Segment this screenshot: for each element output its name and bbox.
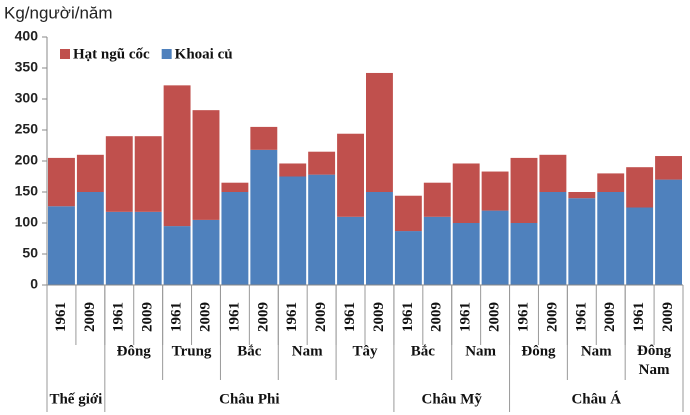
bar-segment	[539, 192, 567, 285]
bar-segment	[76, 154, 104, 192]
x-tick-label: 2009	[371, 302, 387, 332]
bar-segment	[452, 163, 480, 223]
bar-segment	[308, 174, 336, 285]
legend-swatch	[161, 49, 172, 59]
y-axis-label: Kg/người/năm	[4, 3, 113, 22]
subgroup-label: Đông	[117, 343, 152, 359]
bar-segment	[192, 219, 220, 285]
bar-segment	[366, 192, 393, 285]
bar-segment	[568, 198, 596, 285]
subgroup-label: Đông Nam	[637, 343, 672, 378]
subgroup-label: Đông	[521, 343, 556, 359]
bar-segment	[279, 163, 307, 177]
bar-segment	[279, 176, 307, 285]
bar-segment	[423, 216, 451, 285]
group-label: Châu Á	[571, 390, 621, 407]
bar-segment	[134, 211, 162, 285]
subgroup-label: Nam	[465, 343, 496, 359]
x-tick-label: 1961	[400, 302, 416, 332]
bar-segment	[510, 157, 538, 223]
bar-segment	[481, 171, 509, 211]
bar-segment	[597, 192, 625, 285]
bar-segment	[626, 167, 654, 208]
bar-segment	[105, 136, 133, 212]
bar-segment	[423, 182, 451, 217]
group-label: Châu Mỹ	[422, 391, 483, 407]
bar-segment	[510, 223, 538, 285]
bar-segment	[394, 195, 422, 232]
bar-segment	[366, 72, 393, 192]
bar-segment	[134, 136, 162, 212]
x-tick-label: 1961	[284, 302, 300, 332]
x-tick-label: 2009	[313, 302, 329, 332]
bar-segment	[308, 151, 336, 175]
x-tick-label: 1961	[169, 302, 185, 332]
y-tick-label: 350	[15, 59, 39, 75]
bar-segment	[597, 173, 625, 192]
bar-segment	[48, 157, 75, 207]
y-tick-label: 150	[15, 183, 39, 199]
x-tick-label: 1961	[111, 302, 127, 332]
bar-segment	[105, 211, 133, 285]
bar-segment	[221, 182, 249, 192]
bar-segment	[394, 231, 422, 285]
bar-segment	[221, 192, 249, 285]
x-tick-label: 2009	[82, 302, 98, 332]
legend-swatch	[60, 49, 70, 59]
bar-segment	[250, 149, 278, 285]
bar-segment	[48, 206, 75, 285]
y-tick-label: 100	[15, 214, 39, 230]
group-label: Châu Phi	[219, 391, 279, 407]
y-tick-label: 300	[15, 90, 39, 106]
x-tick-label: 1961	[53, 302, 69, 332]
x-tick-label: 1961	[573, 302, 589, 332]
x-tick-label: 1961	[226, 302, 242, 332]
y-tick-label: 400	[15, 28, 39, 44]
bar-segment	[250, 126, 278, 150]
x-tick-label: 1961	[342, 302, 358, 332]
bar-segment	[539, 154, 567, 192]
bar-segment	[163, 85, 191, 227]
x-tick-label: 2009	[544, 302, 560, 332]
x-tick-label: 2009	[487, 302, 503, 332]
bar-segment	[626, 207, 654, 285]
bar-segment	[452, 223, 480, 285]
x-tick-label: 2009	[602, 302, 618, 332]
legend-label: Hạt ngũ cốc	[73, 46, 150, 62]
bar-segment	[337, 216, 364, 285]
y-tick-label: 250	[15, 121, 39, 137]
legend-label: Khoai củ	[175, 46, 233, 62]
x-tick-label: 2009	[660, 302, 676, 332]
subgroup-label: Nam	[292, 343, 323, 359]
bar-segment	[568, 192, 596, 199]
bar-segment	[655, 179, 682, 285]
bar-segment	[163, 226, 191, 285]
x-tick-label: 1961	[631, 302, 647, 332]
bar-segment	[337, 133, 364, 217]
subgroup-label: Nam	[581, 343, 612, 359]
y-tick-label: 0	[30, 276, 38, 292]
y-tick-label: 200	[15, 152, 39, 168]
x-tick-label: 2009	[140, 302, 156, 332]
subgroup-label: Tây	[352, 343, 378, 359]
subgroup-label: Bắc	[411, 343, 436, 359]
x-tick-label: 2009	[197, 302, 213, 332]
y-tick-label: 50	[22, 245, 38, 261]
x-tick-label: 1961	[515, 302, 531, 332]
bar-segment	[481, 210, 509, 285]
subgroup-label: Trung	[172, 343, 212, 359]
subgroup-label: Bắc	[237, 343, 262, 359]
x-tick-label: 2009	[255, 302, 271, 332]
bar-segment	[192, 110, 220, 220]
bar-segment	[655, 156, 682, 180]
x-tick-label: 2009	[429, 302, 445, 332]
group-label: Thế giới	[49, 391, 102, 407]
bar-segment	[76, 192, 104, 285]
x-tick-label: 1961	[458, 302, 474, 332]
